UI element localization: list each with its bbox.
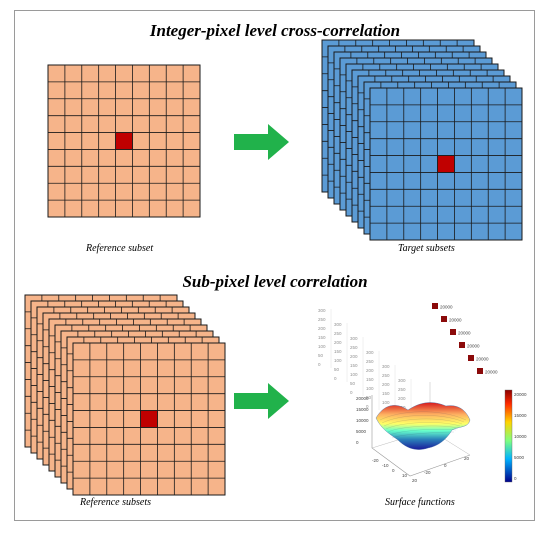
svg-text:20000: 20000 [476,357,489,362]
stacked-plot-axis: 300 250 200 150 100 50 0 [366,350,380,410]
reference-subset [72,342,226,496]
svg-text:250: 250 [350,345,358,350]
center-pixel [140,410,158,428]
svg-text:250: 250 [366,359,374,364]
svg-text:-20: -20 [424,470,431,475]
svg-text:100: 100 [318,344,326,349]
svg-text:20000: 20000 [467,344,480,349]
svg-text:10000: 10000 [514,434,527,439]
surface-functions-plot: 3002502001501005003002502001501005003002… [318,303,527,483]
svg-text:0: 0 [334,376,337,381]
svg-text:250: 250 [398,387,406,392]
svg-text:50: 50 [334,367,340,372]
svg-text:20000: 20000 [440,305,453,310]
svg-text:20: 20 [464,456,470,461]
svg-text:250: 250 [334,331,342,336]
svg-text:-10: -10 [382,463,389,468]
marker-square [459,342,465,348]
marker-square [477,368,483,374]
svg-text:100: 100 [350,372,358,377]
svg-text:10000: 10000 [356,418,369,423]
svg-text:150: 150 [366,377,374,382]
svg-text:0: 0 [356,440,359,445]
svg-text:50: 50 [318,353,324,358]
svg-text:100: 100 [334,358,342,363]
stacked-plot-axis: 300 250 200 150 100 50 0 [334,322,348,382]
svg-text:20000: 20000 [485,370,498,375]
stacked-plot-axis: 300 250 200 150 100 50 0 [318,308,332,368]
marker-square [441,316,447,322]
svg-text:10: 10 [402,473,408,478]
marker-square [468,355,474,361]
svg-text:200: 200 [318,326,326,331]
svg-text:50: 50 [350,381,356,386]
svg-text:0: 0 [350,390,353,395]
svg-text:200: 200 [334,340,342,345]
reference-subset [47,64,201,218]
colorbar [504,389,513,483]
svg-text:300: 300 [318,308,326,313]
svg-text:20: 20 [412,478,418,483]
reference-subset-grid [47,64,201,218]
svg-text:20000: 20000 [449,318,462,323]
svg-text:0: 0 [392,468,395,473]
center-pixel [437,155,455,173]
svg-text:0: 0 [318,362,321,367]
target-subsets-stack [321,39,523,241]
svg-text:100: 100 [366,386,374,391]
svg-text:-20: -20 [372,458,379,463]
svg-text:5000: 5000 [514,455,525,460]
svg-text:150: 150 [334,349,342,354]
title-integer-pixel: Integer-pixel level cross-correlation [149,21,401,40]
caption-reference-subset: Reference subset [86,243,154,254]
caption-reference-subsets: Reference subsets [80,497,151,508]
svg-text:250: 250 [382,373,390,378]
svg-text:200: 200 [382,382,390,387]
caption-target-subsets: Target subsets [398,243,455,254]
svg-text:300: 300 [398,378,406,383]
svg-text:0: 0 [366,404,369,409]
svg-text:150: 150 [382,391,390,396]
svg-text:0: 0 [444,463,447,468]
svg-text:250: 250 [318,317,326,322]
svg-text:150: 150 [350,363,358,368]
svg-text:300: 300 [350,336,358,341]
marker-square [450,329,456,335]
figure-frame [14,10,535,521]
caption-surface-functions: Surface functions [385,497,455,508]
target-subset [369,87,523,241]
svg-text:20000: 20000 [458,331,471,336]
arrow-right-icon [234,383,289,419]
svg-text:100: 100 [382,400,390,405]
svg-text:20000: 20000 [514,392,527,397]
svg-text:200: 200 [350,354,358,359]
svg-text:300: 300 [366,350,374,355]
svg-text:300: 300 [382,364,390,369]
center-pixel [115,132,133,150]
svg-text:50: 50 [366,395,372,400]
svg-text:300: 300 [334,322,342,327]
svg-text:200: 200 [366,368,374,373]
svg-text:0: 0 [514,476,517,481]
svg-text:15000: 15000 [514,413,527,418]
reference-subsets-stack [24,294,226,496]
svg-text:15000: 15000 [356,407,369,412]
svg-text:150: 150 [318,335,326,340]
svg-text:20000: 20000 [356,396,369,401]
svg-text:200: 200 [398,396,406,401]
svg-text:5000: 5000 [356,429,367,434]
stacked-plot-axis: 300 250 200 150 100 50 0 [350,336,364,396]
marker-square [432,303,438,309]
title-sub-pixel: Sub-pixel level correlation [182,272,368,291]
arrow-right-icon [234,124,289,160]
